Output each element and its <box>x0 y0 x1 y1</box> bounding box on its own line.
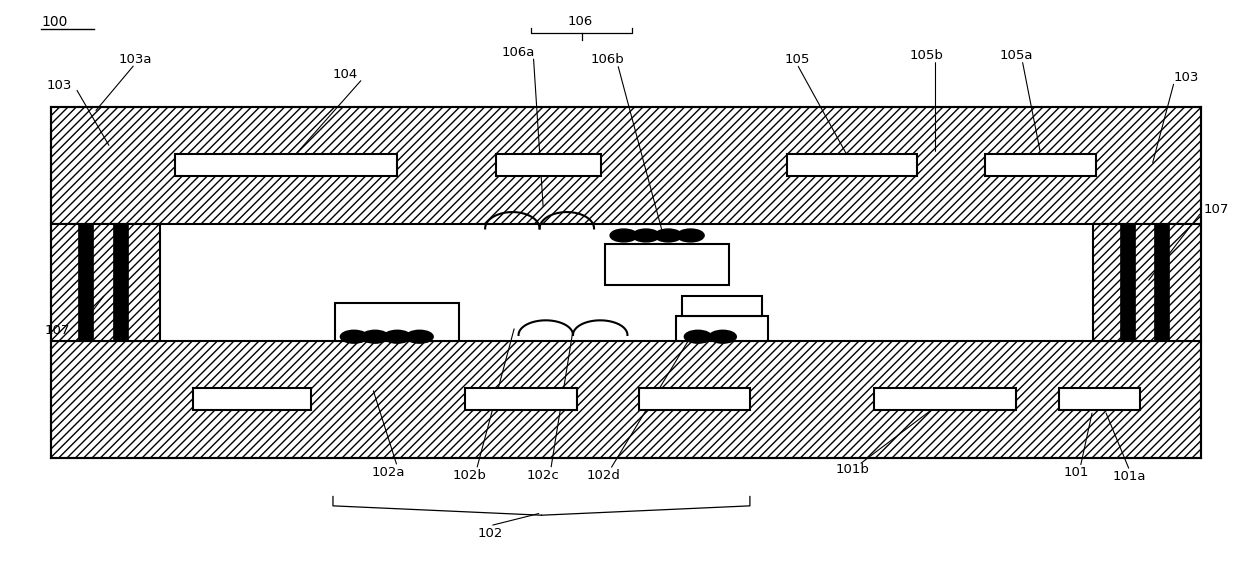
Text: 103: 103 <box>47 79 72 92</box>
Bar <box>1154 224 1169 341</box>
Bar <box>1120 224 1135 341</box>
Bar <box>1059 388 1140 410</box>
Text: 107: 107 <box>45 325 69 338</box>
Bar <box>193 388 311 410</box>
Text: 106a: 106a <box>502 46 536 59</box>
Circle shape <box>684 330 712 343</box>
Bar <box>676 316 769 341</box>
Text: 105a: 105a <box>999 49 1033 62</box>
Bar <box>51 341 1202 458</box>
Circle shape <box>709 330 737 343</box>
Text: 103: 103 <box>1174 71 1199 84</box>
Bar <box>874 388 1016 410</box>
Text: 104: 104 <box>332 68 358 81</box>
Text: 100: 100 <box>41 15 67 29</box>
Circle shape <box>632 229 660 242</box>
Text: 105b: 105b <box>910 49 944 62</box>
Circle shape <box>610 229 637 242</box>
Circle shape <box>341 330 367 343</box>
Circle shape <box>405 330 433 343</box>
Text: 103a: 103a <box>118 54 151 66</box>
Text: 101: 101 <box>1064 466 1089 479</box>
Bar <box>336 303 459 341</box>
Text: 106: 106 <box>568 15 593 28</box>
Text: 102d: 102d <box>587 469 621 482</box>
Bar <box>51 107 1202 224</box>
Circle shape <box>383 330 410 343</box>
Circle shape <box>361 330 388 343</box>
Bar <box>51 224 160 341</box>
Bar <box>175 154 397 176</box>
Text: 102b: 102b <box>453 469 486 482</box>
Bar <box>78 224 93 341</box>
Bar <box>787 154 916 176</box>
Circle shape <box>677 229 704 242</box>
Bar <box>496 154 601 176</box>
Text: 106b: 106b <box>590 54 625 66</box>
Text: 102a: 102a <box>372 466 405 479</box>
Bar <box>1092 224 1202 341</box>
Text: 102c: 102c <box>527 469 559 482</box>
Bar <box>605 244 729 285</box>
Bar <box>682 296 763 316</box>
Text: 107: 107 <box>1204 203 1229 216</box>
Text: 101a: 101a <box>1114 470 1147 483</box>
Bar <box>639 388 750 410</box>
Bar <box>113 224 128 341</box>
Bar <box>985 154 1096 176</box>
Circle shape <box>655 229 682 242</box>
Text: 105: 105 <box>784 54 810 66</box>
Bar <box>465 388 577 410</box>
Bar <box>160 224 1092 341</box>
Text: 102: 102 <box>477 527 502 540</box>
Text: 101b: 101b <box>836 463 869 476</box>
